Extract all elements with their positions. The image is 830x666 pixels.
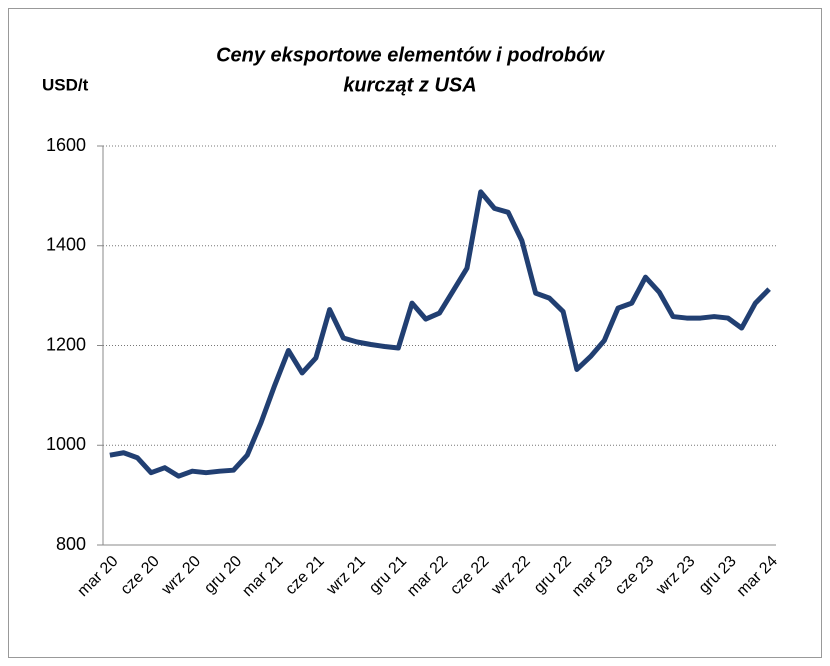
- y-tick-label: 1600: [46, 135, 86, 155]
- y-tick-label: 1000: [46, 434, 86, 454]
- y-tick-label: 800: [56, 534, 86, 554]
- y-axis-label: USD/t: [42, 75, 89, 94]
- data-line: [109, 189, 771, 479]
- y-tick-label: 1400: [46, 235, 86, 255]
- chart-title: Ceny eksportowe elementów i podrobów: [216, 44, 605, 66]
- chart-border: [8, 8, 822, 658]
- y-tick-label: 1200: [46, 334, 86, 354]
- chart-subtitle: kurcząt z USA: [343, 74, 476, 96]
